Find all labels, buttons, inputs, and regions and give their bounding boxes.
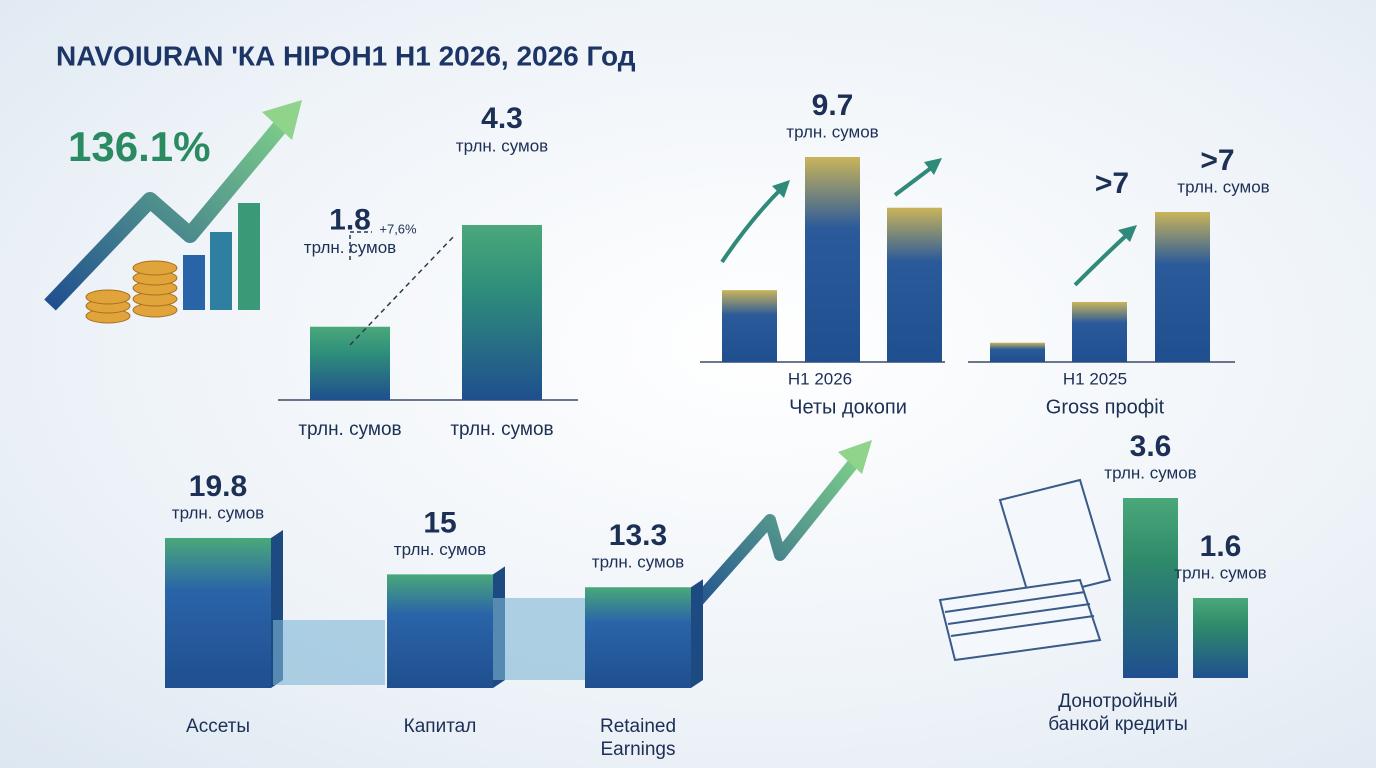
unit-label: трлн. сумов (592, 553, 684, 572)
bar (805, 157, 860, 362)
value-label: 4.3 (481, 102, 523, 135)
annotation-arrow (349, 231, 372, 260)
unit-label: трлн. сумов (1177, 177, 1269, 196)
bar (165, 538, 271, 688)
unit-label: трлн. сумов (456, 136, 548, 155)
decor-arrow (44, 100, 302, 324)
connector-box (273, 620, 385, 685)
unit-label: трлн. сумов (1104, 463, 1196, 482)
unit-label: трлн. сумов (786, 122, 878, 141)
unit-label: трлн. сумов (394, 540, 486, 559)
category-label: Ассеты (186, 716, 250, 737)
category-label: Retained Earnings (599, 716, 677, 760)
value-label: 9.7 (812, 89, 854, 122)
connector-box (493, 598, 585, 680)
category-label: Капитал (403, 716, 477, 737)
value-label: 15 (423, 506, 456, 539)
bar (310, 326, 390, 400)
unit-label: трлн. сумов (304, 238, 396, 257)
bar (1155, 212, 1210, 362)
unit-label: трлн. сумов (172, 503, 264, 522)
bar (1072, 302, 1127, 362)
title: NAVOIURAN 'КА HIPOH1 H1 2026, 2026 Год (56, 40, 636, 71)
x-label: H1 2025 (1063, 369, 1127, 388)
caption: Донотройный банкой кредиты (1048, 691, 1188, 735)
value-label: 13.3 (609, 519, 667, 552)
caption: Gross профit (1046, 396, 1165, 418)
annotation-arrow (349, 234, 456, 346)
bar (462, 225, 542, 400)
bar-side (691, 579, 703, 688)
value-label: >7 (1200, 144, 1234, 177)
highlight: 136.1% (68, 123, 210, 170)
value-label: 3.6 (1130, 430, 1172, 463)
annotation: >7 (1095, 167, 1129, 200)
bar (990, 342, 1045, 362)
bar (1123, 498, 1178, 678)
bar (1193, 598, 1248, 678)
bar (585, 587, 691, 688)
x-label: H1 2026 (788, 369, 852, 388)
annotation: +7,6% (379, 221, 417, 236)
bar (722, 290, 777, 362)
bar (387, 574, 493, 688)
decor-arrow (685, 158, 1137, 614)
unit-label: трлн. сумов (1174, 563, 1266, 582)
category-label: трлн. сумов (298, 419, 402, 440)
bar (887, 207, 942, 362)
value-label: 19.8 (189, 470, 247, 503)
value-label: 1.6 (1200, 530, 1242, 563)
category-label: трлн. сумов (450, 419, 554, 440)
decor-documents (938, 478, 1112, 662)
value-label: 1.8 (329, 204, 371, 237)
caption: Четы докопи (789, 396, 907, 418)
